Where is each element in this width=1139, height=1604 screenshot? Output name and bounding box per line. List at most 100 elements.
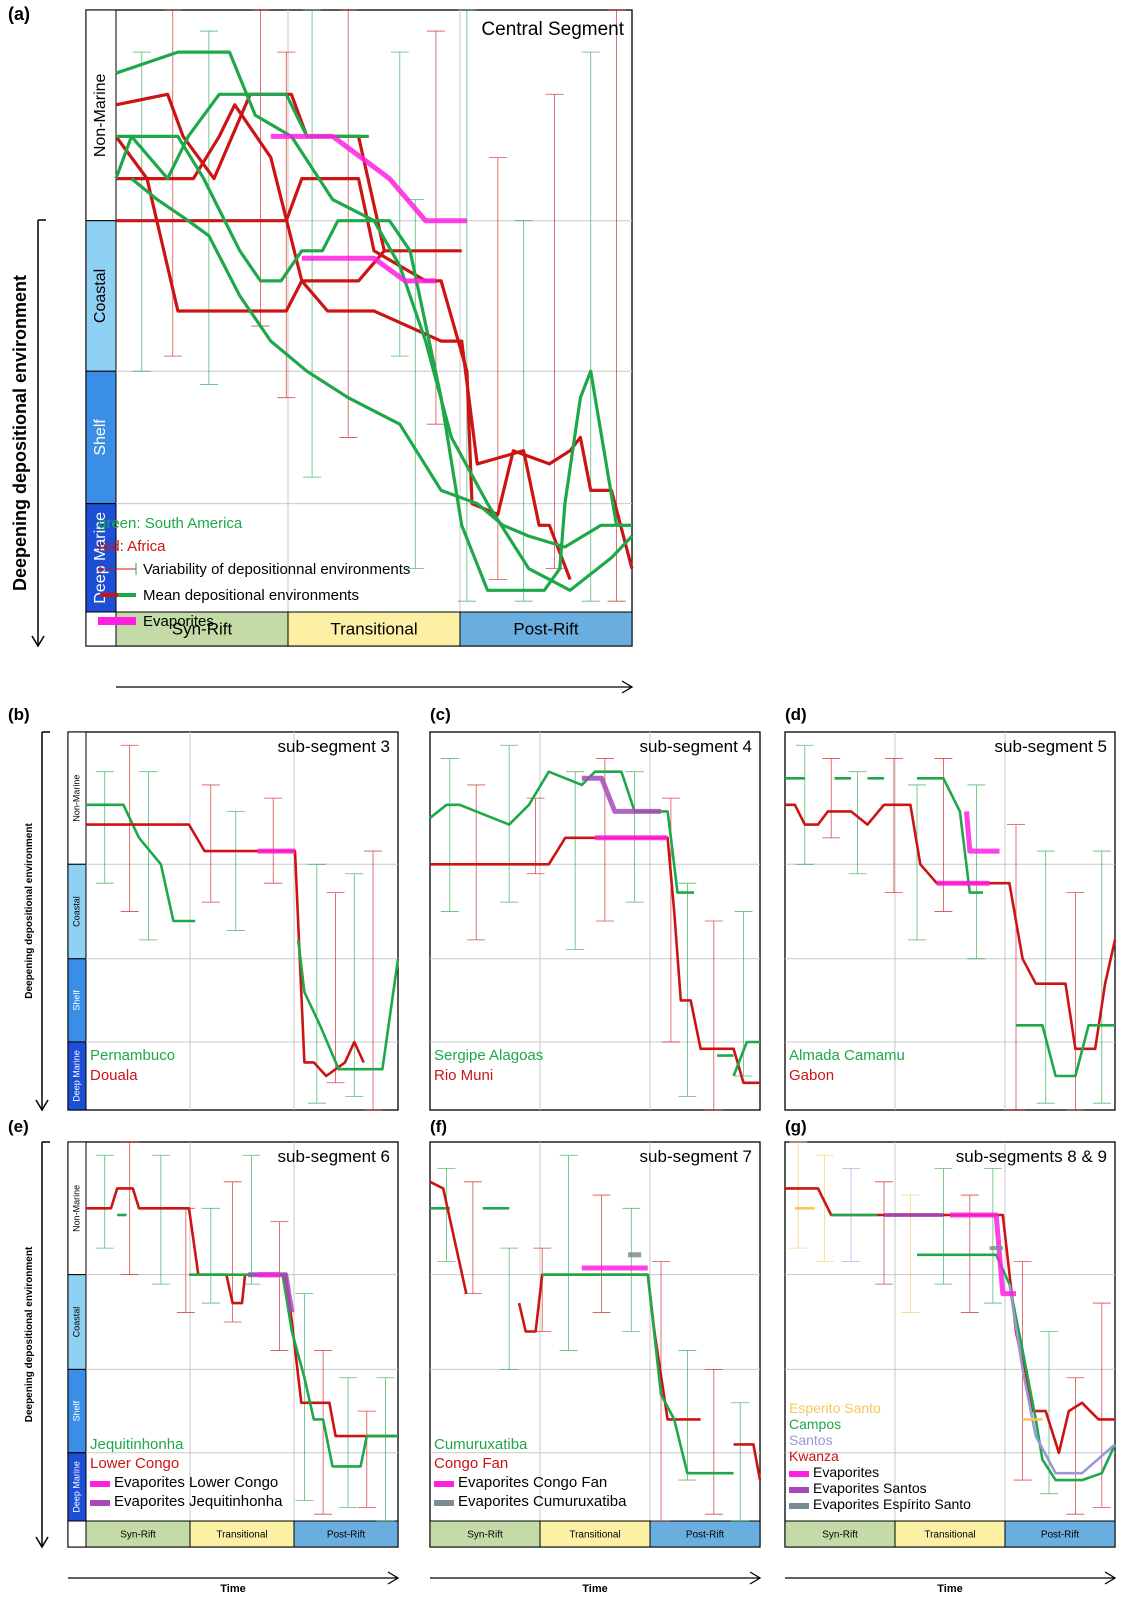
basin-label: Cumuruxatiba [434, 1436, 528, 1453]
error-bar [326, 892, 345, 1084]
series-line [301, 255, 436, 284]
panel-e: (e) Non-Marine Coastal Shelf Deep Marine Syn-… [8, 1117, 400, 1595]
error-bar [795, 744, 814, 865]
error-bar [1066, 1377, 1085, 1515]
error-bar [934, 758, 953, 912]
y-axis-title: Deepening depositional environment [24, 1246, 35, 1422]
zone-label: Non-Marine [92, 73, 109, 157]
phase-label: Transitional [330, 619, 417, 638]
y-axis-arrowhead [31, 635, 45, 648]
phase-label: Post-Rift [686, 1530, 725, 1541]
error-bar [704, 1369, 723, 1515]
error-bar [983, 1168, 1002, 1304]
phase-label: Post-Rift [1041, 1530, 1080, 1541]
zone-label: Deep Marine [92, 512, 109, 604]
y-axis-arrowhead [35, 1099, 49, 1112]
series-line [732, 1040, 760, 1077]
panel-label: (b) [8, 705, 30, 724]
error-bar [1036, 850, 1055, 1104]
error-bar [1040, 1331, 1058, 1495]
zone-label: Non-Marine [71, 1185, 81, 1232]
phase-label: Syn-Rift [120, 1530, 156, 1541]
zone-band [85, 370, 117, 505]
error-bar [339, 1377, 358, 1508]
panel-title: sub-segments 8 & 9 [956, 1147, 1107, 1166]
error-bar [581, 51, 600, 602]
zone-label: Deep Marine [71, 1050, 81, 1102]
error-bar [463, 1181, 482, 1294]
error-bar [226, 810, 245, 931]
error-bar [303, 9, 322, 478]
phase-label: Syn-Rift [467, 1530, 503, 1541]
series-line [116, 177, 634, 570]
panel-label: (a) [8, 4, 30, 24]
x-axis-arrowhead [621, 680, 634, 694]
basin-label: Congo Fan [434, 1455, 508, 1472]
error-bar [848, 771, 867, 875]
panel-f: (f) Syn-Rift Transitional Post-Rift sub-segm… [429, 1117, 762, 1595]
x-axis-arrowhead [749, 1571, 762, 1585]
series-line [917, 776, 983, 894]
error-bar [592, 1194, 611, 1313]
legend-swatch [789, 1471, 809, 1477]
series-line [115, 50, 634, 592]
error-bar [95, 771, 114, 884]
legend-text: Variability of depositionnal environment… [143, 561, 410, 578]
error-bar [884, 758, 903, 894]
legend-swatch [90, 1500, 110, 1506]
series-line [1008, 1283, 1116, 1475]
phase-band [189, 1520, 295, 1548]
x-axis-arrowhead [1104, 1571, 1117, 1585]
series-line [116, 134, 632, 592]
zone-band [85, 220, 117, 372]
basin-label: Evaporites Congo Fan [458, 1474, 607, 1491]
plot-frame [67, 731, 399, 1111]
error-bar [731, 1402, 750, 1522]
panel-title: sub-segment 3 [278, 737, 390, 756]
panel-label: (e) [8, 1117, 29, 1136]
error-bar [514, 220, 533, 602]
phase-label: Transitional [924, 1530, 975, 1541]
error-bar [500, 1247, 519, 1370]
error-bar [132, 51, 151, 372]
error-bar [201, 1207, 220, 1304]
series-line [542, 1273, 734, 1475]
phase-label: Post-Rift [327, 1530, 366, 1541]
panel-label: (c) [430, 705, 451, 724]
error-bar [264, 797, 283, 884]
phase-label: Syn-Rift [822, 1530, 858, 1541]
plot-frame [85, 9, 633, 647]
error-bar [295, 1293, 314, 1501]
phase-band [293, 1520, 399, 1548]
zone-label: Deep Marine [71, 1461, 81, 1513]
phase-band [459, 611, 633, 647]
panel-g: (g) Syn-Rift Transitional Post-Rift sub-segm… [784, 1117, 1117, 1595]
basin-label: Pernambuco [90, 1047, 175, 1064]
error-bar [163, 9, 182, 357]
panel-a: (a) Non-Marine Coastal Shelf Deep Marine Syn-… [8, 4, 634, 694]
basin-label: Lower Congo [90, 1455, 179, 1472]
series-line [86, 1187, 398, 1438]
phase-band [429, 1520, 541, 1548]
phase-label: Transitional [569, 1530, 620, 1541]
series-line [430, 836, 760, 1085]
legend-evap [98, 617, 136, 625]
y-axis-arrowhead [35, 1536, 49, 1549]
panel-c: (c) sub-segment 4 Sergipe Alagoas Rio Muni [429, 705, 761, 1111]
legend-text: red: Africa [98, 538, 166, 555]
legend-swatch [90, 1481, 110, 1487]
zone-label: Shelf [71, 1400, 81, 1421]
error-bar [566, 771, 585, 950]
zone-label: Shelf [71, 990, 81, 1011]
error-bar [426, 30, 445, 425]
error-bar [95, 1154, 114, 1249]
corner-cell [67, 1520, 87, 1548]
panel-label: (f) [430, 1117, 447, 1136]
phase-band [1004, 1520, 1116, 1548]
error-bar [934, 1168, 953, 1285]
error-bar [120, 744, 139, 912]
error-bar [908, 784, 926, 941]
x-axis-title: Time [582, 1583, 607, 1595]
basin-label: Rio Muni [434, 1067, 493, 1084]
legend-swatch [789, 1503, 809, 1509]
